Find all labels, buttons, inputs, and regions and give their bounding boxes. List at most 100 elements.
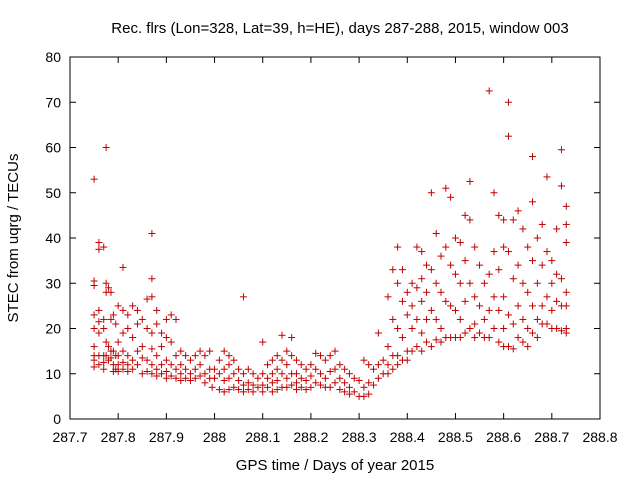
x-axis-label: GPS time / Days of year 2015 — [236, 457, 434, 474]
data-point — [350, 374, 358, 382]
data-point — [133, 320, 141, 328]
data-point — [119, 347, 127, 355]
data-point — [148, 345, 156, 353]
data-point — [148, 361, 156, 369]
data-point — [437, 252, 445, 260]
data-point — [124, 361, 132, 369]
x-tick-label: 288.5 — [438, 429, 473, 445]
data-point — [413, 315, 421, 323]
data-point — [208, 383, 216, 391]
data-point — [509, 345, 517, 353]
x-tick-label: 288.7 — [534, 429, 569, 445]
data-point — [114, 352, 122, 360]
data-point — [158, 329, 166, 337]
data-point — [100, 325, 108, 332]
data-point — [427, 306, 435, 314]
data-point — [538, 302, 546, 310]
x-tick-label: 288.8 — [582, 429, 617, 445]
data-point — [95, 245, 103, 253]
data-point — [461, 297, 469, 305]
y-tick-label: 80 — [45, 49, 61, 65]
data-point — [220, 365, 228, 373]
data-point — [297, 383, 305, 391]
data-point — [557, 182, 565, 190]
data-point — [495, 266, 503, 274]
data-point — [239, 388, 247, 396]
data-point — [461, 257, 469, 265]
data-point — [196, 372, 204, 380]
data-points — [90, 87, 570, 400]
data-point — [268, 370, 276, 378]
data-point — [543, 293, 551, 301]
data-point — [355, 377, 363, 385]
data-point — [292, 370, 300, 378]
data-point — [509, 320, 517, 328]
data-point — [172, 374, 180, 382]
data-point — [186, 356, 194, 364]
data-point — [456, 315, 464, 323]
data-point — [519, 279, 527, 287]
data-point — [153, 365, 161, 373]
data-point — [215, 370, 223, 378]
data-point — [398, 334, 406, 342]
data-point — [500, 325, 508, 332]
data-point — [220, 377, 228, 385]
data-point — [259, 370, 267, 378]
data-point — [225, 386, 233, 394]
data-point — [172, 352, 180, 360]
data-point — [553, 325, 561, 332]
data-point — [182, 365, 190, 373]
data-point — [514, 207, 522, 215]
y-tick-label: 70 — [45, 94, 61, 110]
data-point — [129, 356, 137, 364]
data-point — [167, 372, 175, 380]
data-point — [509, 275, 517, 283]
data-point — [114, 367, 122, 375]
data-point — [408, 347, 416, 355]
x-tick-label: 287.9 — [149, 429, 184, 445]
data-point — [553, 297, 561, 305]
data-point — [158, 370, 166, 378]
data-point — [326, 352, 334, 360]
data-point — [107, 288, 115, 296]
data-point — [107, 354, 115, 362]
data-point — [519, 338, 527, 346]
data-point — [466, 325, 474, 332]
data-point — [403, 356, 411, 364]
data-point — [345, 370, 353, 378]
data-point — [533, 334, 541, 342]
data-point — [162, 356, 170, 364]
data-point — [413, 284, 421, 292]
x-tick-label: 288 — [203, 429, 227, 445]
data-point — [148, 229, 156, 237]
data-point — [182, 374, 190, 382]
data-point — [196, 361, 204, 369]
data-point — [519, 225, 527, 233]
data-point — [138, 315, 146, 323]
data-point — [480, 315, 488, 323]
data-point — [394, 243, 402, 251]
data-point — [201, 379, 209, 387]
data-point — [476, 329, 484, 337]
data-point — [490, 248, 498, 256]
data-point — [442, 297, 450, 305]
data-point — [143, 325, 151, 332]
data-point — [162, 315, 170, 323]
data-point — [423, 261, 431, 269]
data-point — [167, 311, 175, 319]
data-point — [230, 383, 238, 391]
data-point — [451, 306, 459, 314]
data-point — [418, 248, 426, 256]
data-point — [129, 334, 137, 342]
data-point — [307, 361, 315, 369]
chart-title: Rec. flrs (Lon=328, Lat=39, h=HE), days … — [111, 20, 568, 37]
data-point — [100, 243, 108, 251]
data-point — [105, 343, 113, 351]
data-point — [389, 266, 397, 274]
data-point — [490, 293, 498, 301]
data-point — [215, 386, 223, 394]
data-point — [158, 361, 166, 369]
data-point — [133, 306, 141, 314]
data-point — [153, 372, 161, 380]
